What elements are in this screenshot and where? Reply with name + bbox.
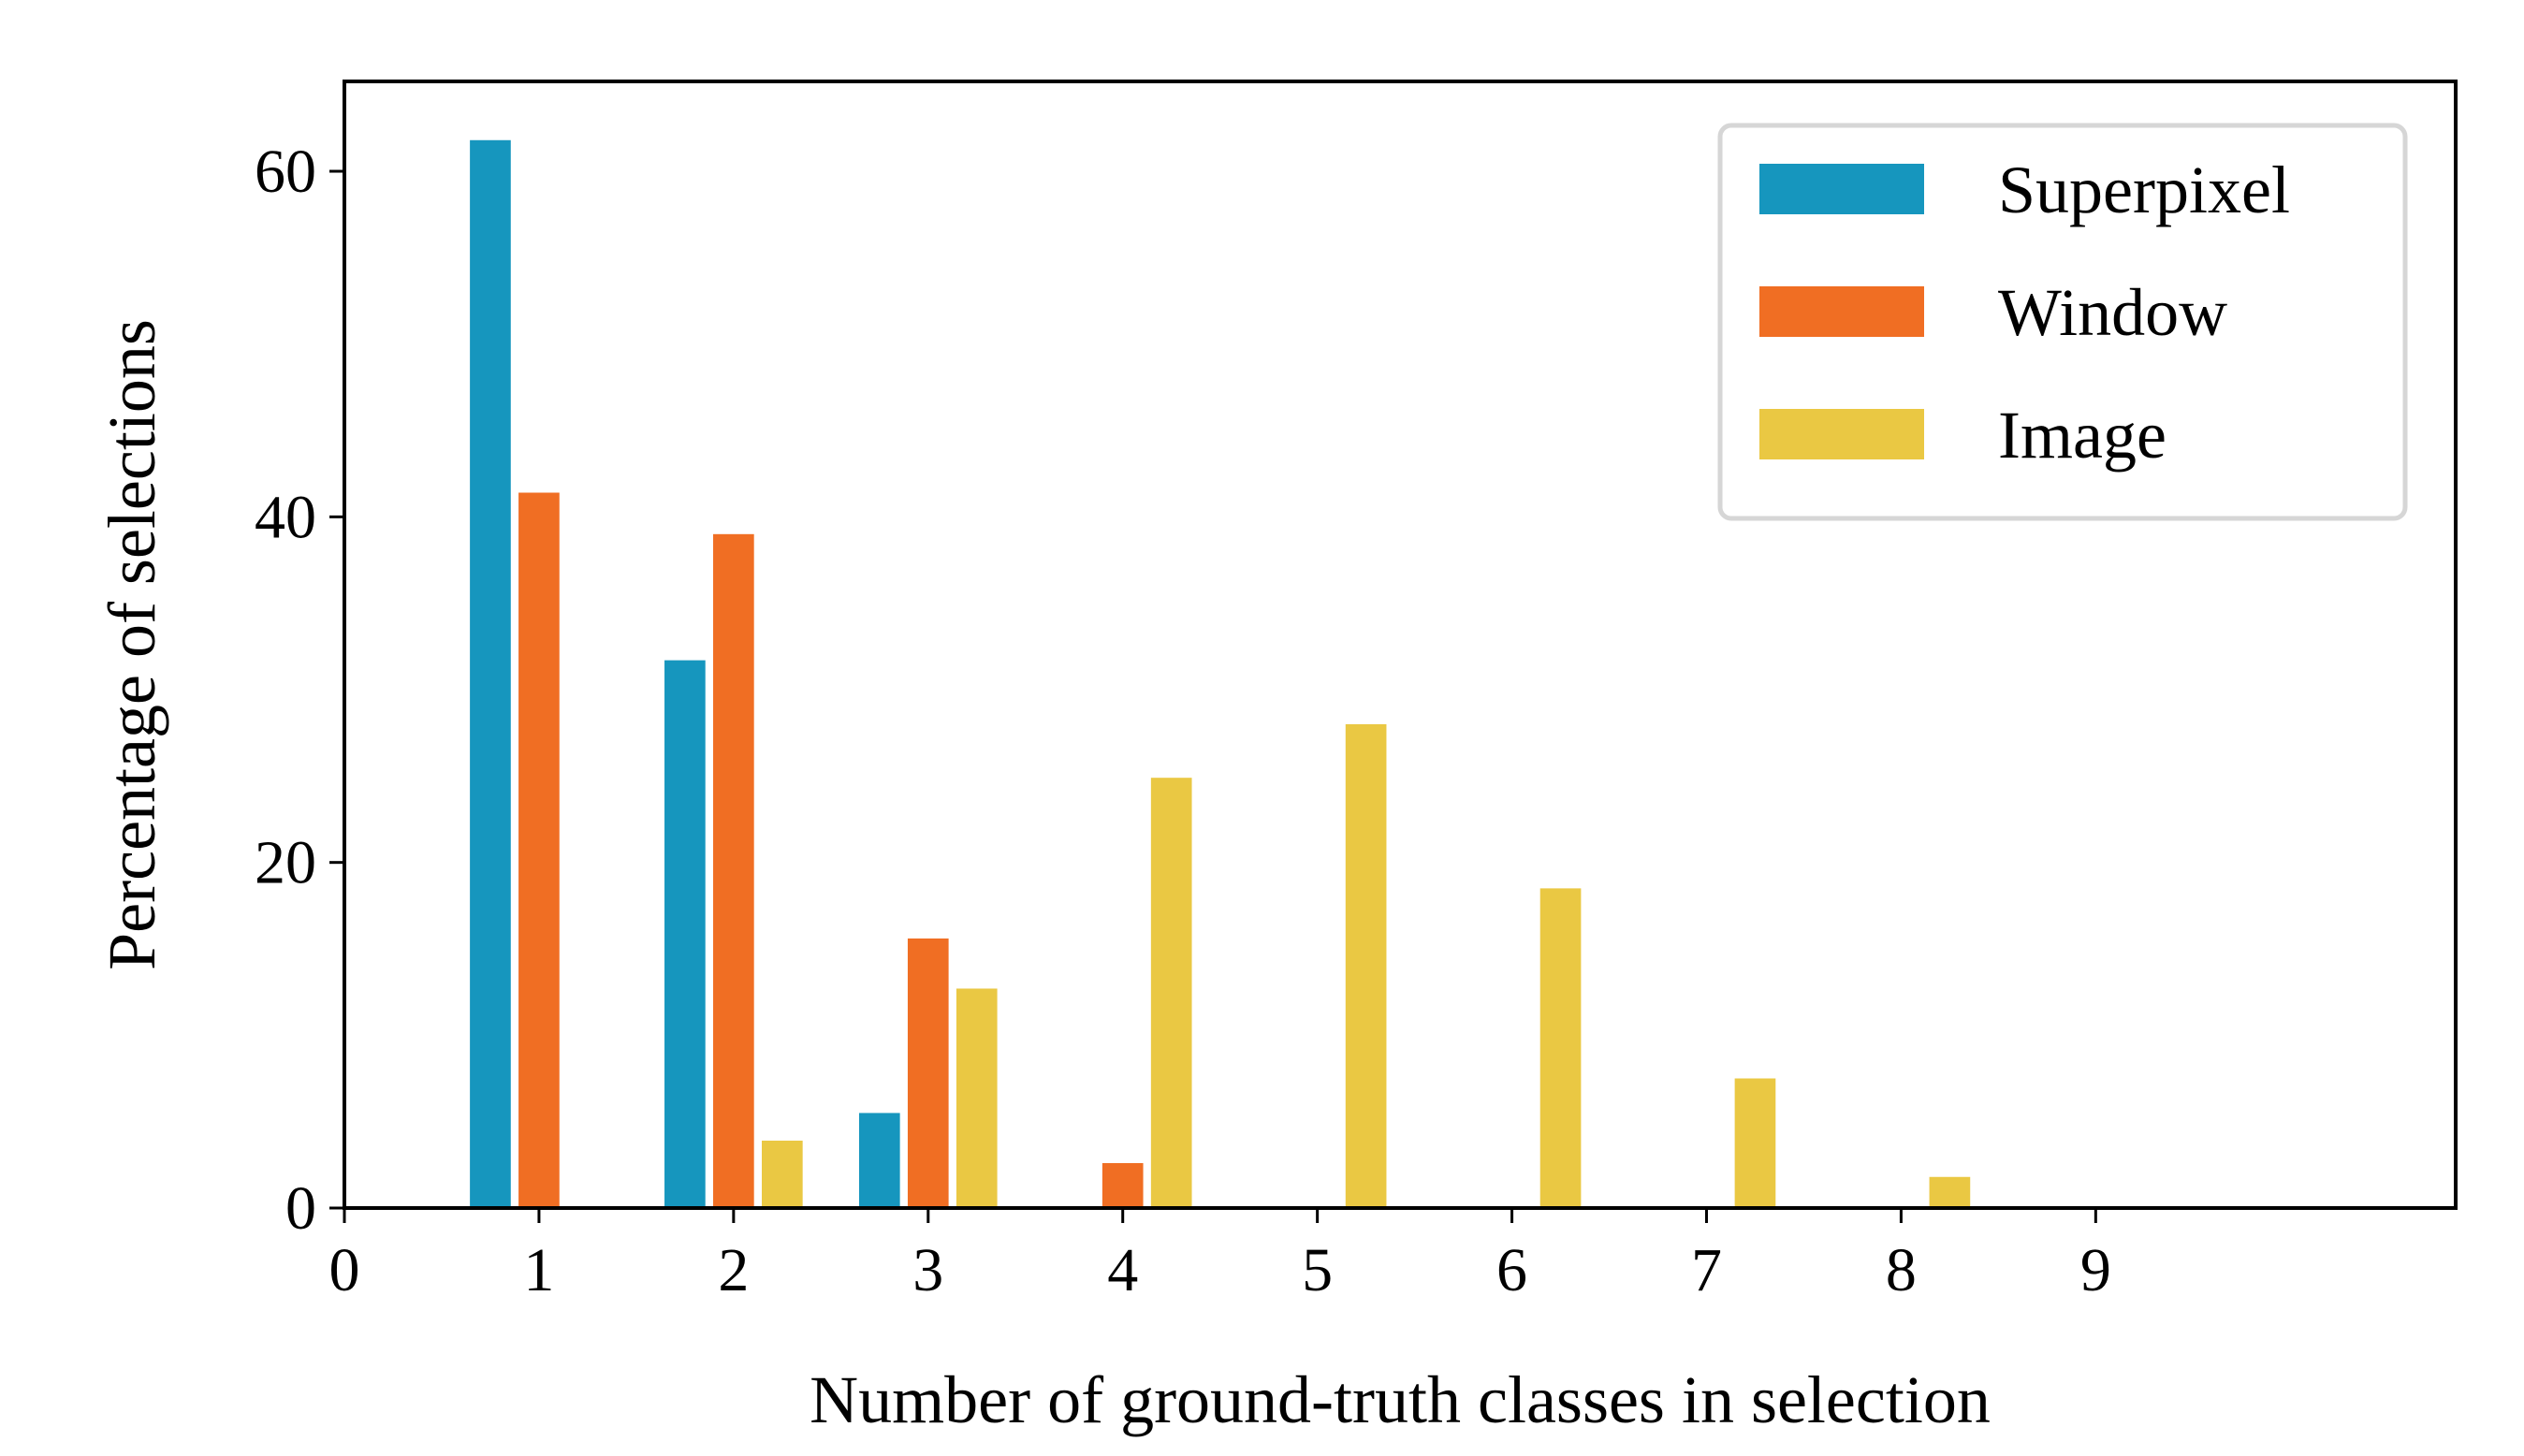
- x-tick-label: 6: [1496, 1236, 1527, 1304]
- bar-window-1: [518, 492, 560, 1208]
- x-tick-label: 5: [1302, 1236, 1333, 1304]
- bar-window-3: [907, 938, 949, 1208]
- x-tick-label: 8: [1886, 1236, 1917, 1304]
- bar-image-8: [1929, 1176, 1971, 1208]
- y-axis-label: Percentage of selections: [95, 319, 169, 970]
- x-axis-ticks: 0 1 2 3 4 5 6 7 8 9: [329, 1208, 2111, 1304]
- bar-image-6: [1539, 888, 1582, 1208]
- bar-window-2: [713, 533, 754, 1208]
- legend-label-window: Window: [1998, 275, 2227, 350]
- x-tick-label: 0: [329, 1236, 360, 1304]
- y-tick-label: 40: [255, 483, 316, 551]
- bar-image-3: [956, 988, 998, 1208]
- plot-frame: [343, 80, 2458, 1210]
- x-axis-label: Number of ground-truth classes in select…: [810, 1362, 1991, 1437]
- x-tick-label: 2: [718, 1236, 749, 1304]
- bar-image-5: [1345, 723, 1387, 1208]
- legend: Superpixel Window Image: [1717, 123, 2408, 521]
- bar-superpixel-3: [858, 1113, 900, 1208]
- legend-swatch-window: [1759, 286, 1924, 337]
- bar-image-4: [1150, 778, 1192, 1208]
- x-tick-label: 4: [1107, 1236, 1138, 1304]
- x-tick-label: 9: [2080, 1236, 2111, 1304]
- x-tick-label: 7: [1691, 1236, 1722, 1304]
- legend-swatch-image: [1759, 409, 1924, 459]
- bar-superpixel-2: [664, 660, 706, 1208]
- legend-swatch-superpixel: [1759, 164, 1924, 214]
- bar-window-4: [1102, 1162, 1144, 1208]
- legend-label-image: Image: [1998, 398, 2167, 473]
- bar-image-7: [1734, 1078, 1776, 1208]
- bars-layer: [470, 139, 1971, 1208]
- y-tick-label: 20: [255, 829, 316, 897]
- x-tick-label: 1: [523, 1236, 554, 1304]
- bar-superpixel-1: [470, 139, 511, 1208]
- y-axis-ticks: 0 20 40 60: [255, 138, 344, 1243]
- bar-image-2: [762, 1140, 803, 1208]
- legend-label-superpixel: Superpixel: [1998, 153, 2290, 227]
- y-tick-label: 0: [285, 1174, 316, 1243]
- x-tick-label: 3: [912, 1236, 943, 1304]
- y-tick-label: 60: [255, 138, 316, 206]
